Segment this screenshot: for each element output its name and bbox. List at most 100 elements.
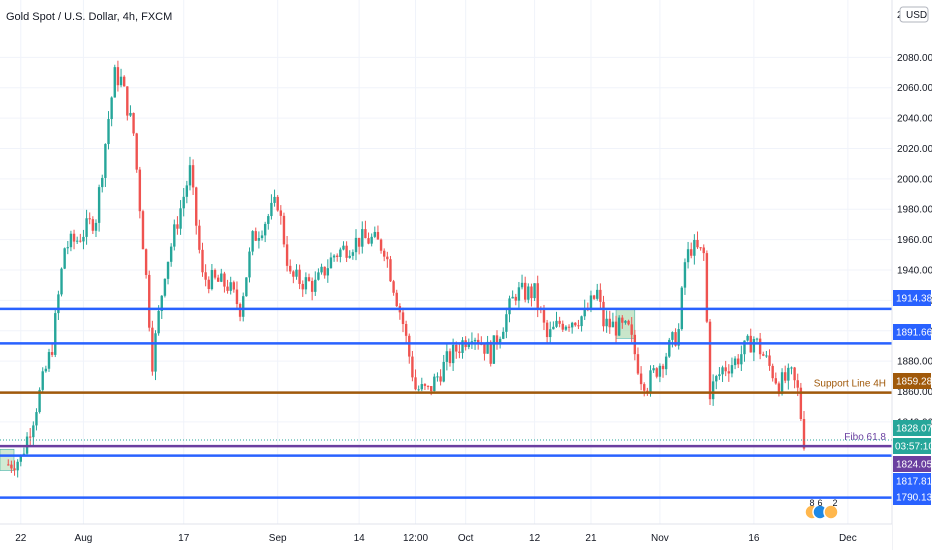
- candle-body: [229, 282, 232, 291]
- candle-body: [210, 270, 214, 290]
- candle-body: [351, 252, 355, 256]
- price-label: 1790.13: [896, 493, 932, 504]
- candle-body: [122, 76, 126, 87]
- candle-body: [342, 245, 345, 250]
- candle-body: [417, 389, 420, 391]
- candle-body: [799, 387, 803, 420]
- candle-body: [47, 352, 51, 369]
- candle-body: [364, 229, 367, 239]
- candle-body: [696, 239, 699, 248]
- candle-body: [213, 270, 217, 278]
- candle-body: [195, 187, 198, 226]
- candle-body: [502, 331, 505, 339]
- candle-body: [79, 240, 82, 242]
- candle-body: [752, 338, 756, 353]
- time-scale[interactable]: [0, 524, 892, 550]
- price-label-bg: [893, 324, 931, 340]
- candle-body: [191, 165, 195, 188]
- candle-body: [63, 248, 66, 269]
- candle-body: [639, 373, 643, 385]
- candle-body: [367, 238, 370, 244]
- candle-body: [35, 412, 38, 426]
- x-tick-label: 12:00: [403, 533, 428, 544]
- price-label-bg: [893, 489, 931, 505]
- event-badge-icon: [823, 504, 839, 520]
- current-price-bg: [893, 420, 931, 436]
- candle-body: [160, 295, 163, 311]
- candle-body: [737, 358, 740, 365]
- candle-body: [320, 266, 323, 273]
- candle-body: [652, 368, 655, 371]
- candle-body: [664, 356, 668, 370]
- candle-body: [536, 283, 539, 309]
- candle-body: [113, 67, 116, 98]
- candle-body: [580, 316, 583, 327]
- candle-body: [414, 377, 417, 390]
- candle-body: [138, 169, 142, 212]
- price-label: 1817.81: [896, 477, 932, 488]
- candle-body: [276, 196, 279, 211]
- line-annotation: Fibo 61.8: [844, 432, 886, 443]
- candle-body: [617, 317, 621, 336]
- candle-body: [624, 320, 627, 323]
- candle-body: [207, 279, 210, 290]
- event-badge[interactable]: 6: [812, 498, 828, 520]
- candle-body: [476, 339, 480, 344]
- candle-body: [220, 273, 223, 282]
- x-tick-label: Oct: [458, 533, 474, 544]
- candle-body: [282, 215, 286, 245]
- x-tick-label: Nov: [651, 533, 669, 544]
- y-tick-label: 2040.00: [897, 114, 932, 125]
- price-label-bg: [893, 290, 931, 306]
- candle-body: [517, 287, 521, 301]
- price-label: 1824.05: [896, 460, 932, 471]
- candle-body: [326, 268, 330, 276]
- candle-body: [802, 419, 806, 449]
- x-tick-label: Aug: [75, 533, 93, 544]
- candle-body: [746, 335, 749, 341]
- candle-body: [404, 324, 408, 336]
- candle-body: [314, 279, 317, 292]
- candle-body: [204, 272, 207, 280]
- x-tick-label: 22: [15, 533, 27, 544]
- candle-body: [251, 231, 254, 252]
- candle-body: [555, 320, 558, 327]
- candle-body: [323, 266, 326, 276]
- candle-body: [232, 282, 236, 290]
- candle-body: [307, 277, 311, 281]
- candle-body: [520, 282, 524, 288]
- candle-body: [671, 332, 674, 340]
- currency-button[interactable]: [899, 6, 929, 23]
- candle-body: [317, 272, 320, 280]
- event-badge[interactable]: 2: [823, 498, 839, 520]
- candle-body: [357, 237, 361, 247]
- candle-body: [451, 344, 455, 364]
- candle-body: [448, 351, 452, 364]
- x-tick-label: Sep: [269, 533, 287, 544]
- candle-body: [310, 280, 314, 292]
- candle-body: [198, 225, 201, 250]
- candle-body: [38, 389, 41, 413]
- countdown-bg: [893, 438, 931, 454]
- candle-body: [201, 249, 204, 273]
- candle-body: [285, 244, 289, 266]
- candle-body: [605, 318, 608, 327]
- candle-body: [567, 326, 571, 328]
- candle-body: [135, 133, 138, 170]
- y-tick-label: 1880.00: [897, 357, 932, 368]
- candle-body: [433, 376, 436, 392]
- candle-body: [445, 351, 449, 362]
- candle-body: [508, 298, 511, 315]
- y-tick-label: 1960.00: [897, 235, 932, 246]
- candles-layer: [7, 60, 806, 478]
- candle-body: [661, 365, 665, 370]
- candle-body: [245, 277, 248, 297]
- price-label: 1859.28: [896, 377, 932, 388]
- candle-body: [383, 250, 386, 257]
- candle-body: [552, 326, 555, 330]
- candle-body: [423, 384, 427, 386]
- candle-body: [545, 322, 549, 338]
- candle-body: [658, 365, 662, 377]
